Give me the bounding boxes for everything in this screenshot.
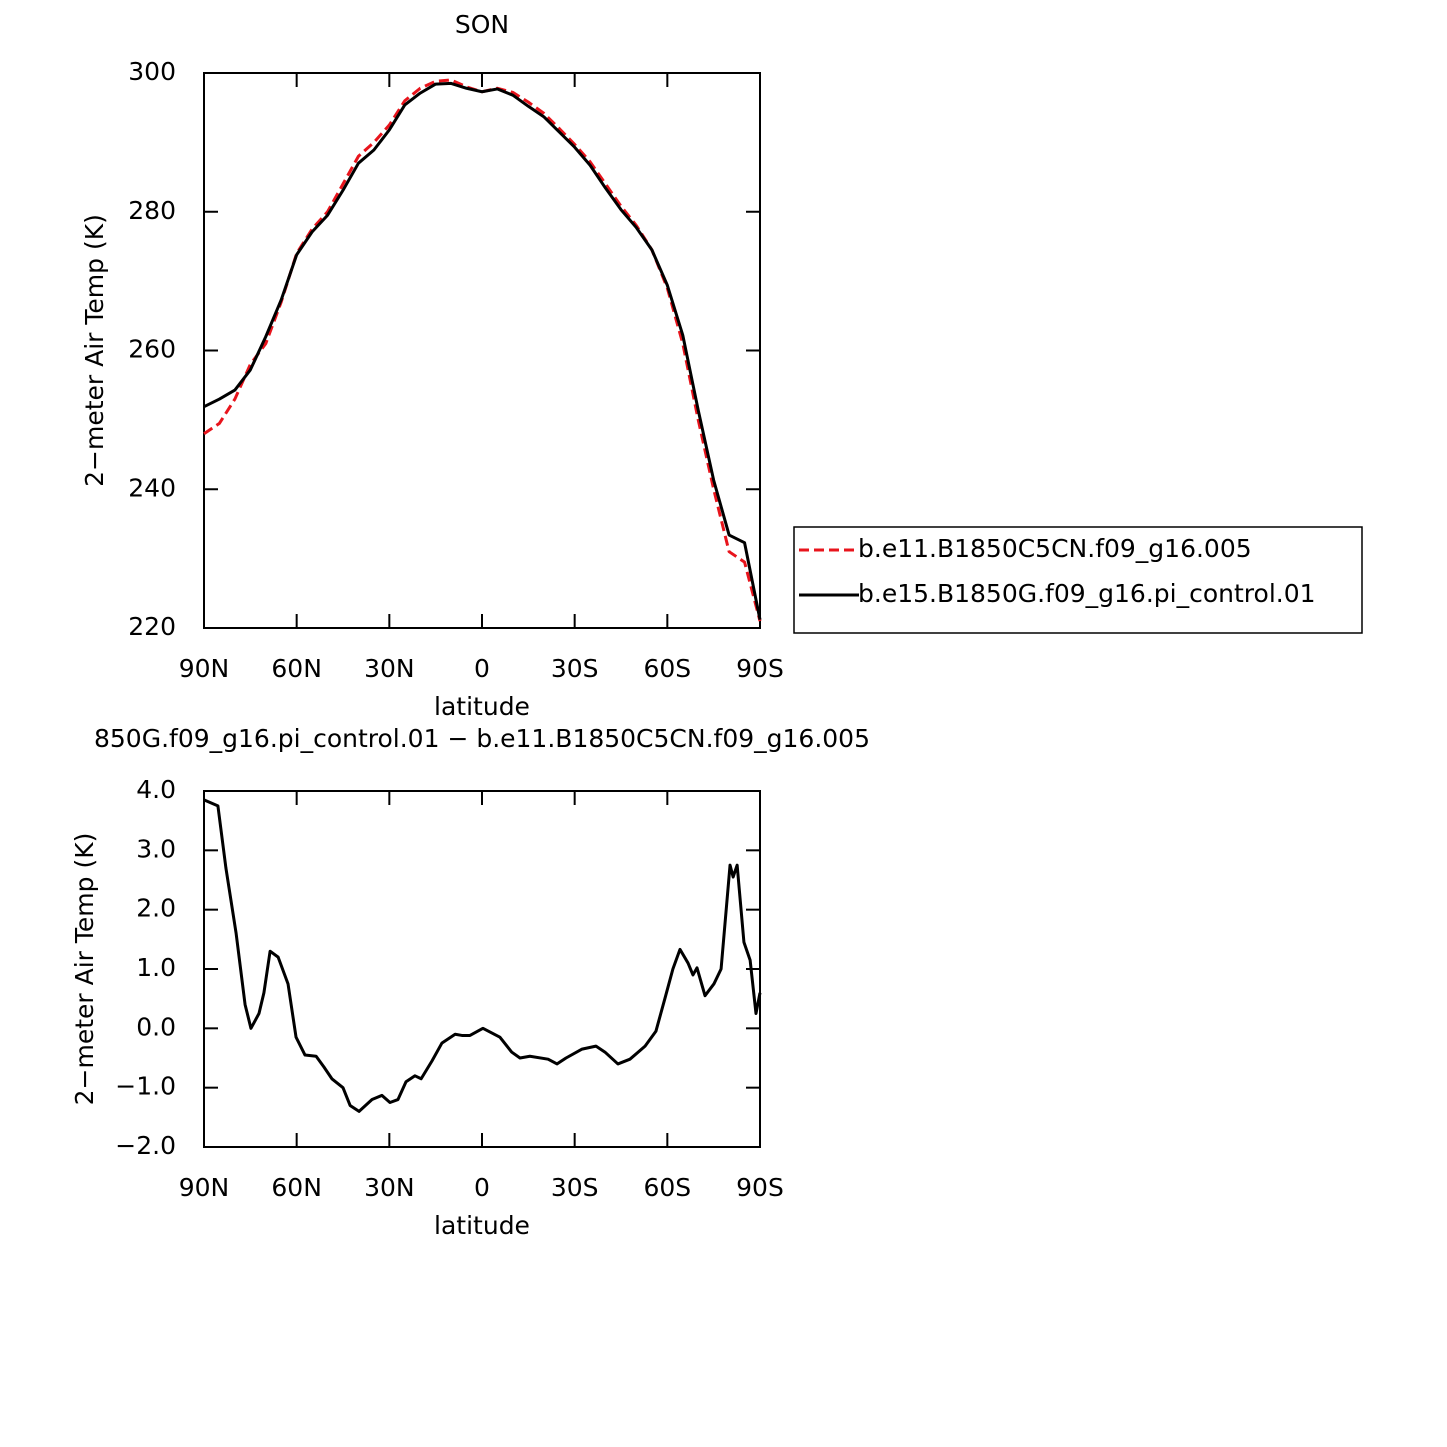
x-tick-label: 90S [736, 654, 784, 683]
x-axis-label: latitude [434, 692, 530, 721]
x-tick-label: 30S [551, 654, 599, 683]
plot-frame [203, 790, 761, 1148]
x-tick-label: 60S [643, 654, 691, 683]
x-tick-label: 90N [179, 654, 230, 683]
legend-label: b.e11.B1850C5CN.f09_g16.005 [858, 534, 1252, 563]
y-tick-label: 220 [128, 612, 176, 641]
legend-label: b.e15.B1850G.f09_g16.pi_control.01 [858, 579, 1316, 608]
x-tick-label: 30N [364, 654, 415, 683]
y-axis-label: 2−meter Air Temp (K) [70, 833, 99, 1106]
chart-title: SON [455, 10, 509, 39]
y-tick-label: 3.0 [136, 834, 176, 863]
x-tick-label: 30S [551, 1173, 599, 1202]
y-axis-label: 2−meter Air Temp (K) [80, 214, 109, 487]
y-tick-label: 1.0 [136, 953, 176, 982]
data-line [203, 798, 762, 1113]
y-tick-label: 260 [128, 335, 176, 364]
x-tick-label: 90N [179, 1173, 230, 1202]
x-axis-label: latitude [434, 1211, 530, 1240]
y-tick-label: 0.0 [136, 1012, 176, 1041]
y-tick-label: 2.0 [136, 894, 176, 923]
plot-frame [203, 72, 761, 629]
x-tick-label: 0 [474, 654, 490, 683]
x-tick-label: 60N [271, 654, 322, 683]
legend-box [793, 526, 1363, 634]
chart-title: 850G.f09_g16.pi_control.01 − b.e11.B1850… [94, 724, 870, 753]
y-tick-label: −1.0 [115, 1072, 176, 1101]
data-line [203, 78, 762, 622]
x-tick-label: 30N [364, 1173, 415, 1202]
y-tick-label: −2.0 [115, 1131, 176, 1160]
data-line [203, 81, 762, 620]
y-tick-label: 280 [128, 196, 176, 225]
y-tick-label: 4.0 [136, 775, 176, 804]
x-tick-label: 60S [643, 1173, 691, 1202]
y-tick-label: 240 [128, 473, 176, 502]
y-tick-label: 300 [128, 57, 176, 86]
x-tick-label: 90S [736, 1173, 784, 1202]
x-tick-label: 0 [474, 1173, 490, 1202]
x-tick-label: 60N [271, 1173, 322, 1202]
